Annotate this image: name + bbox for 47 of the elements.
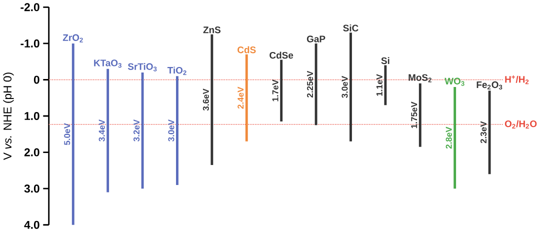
bar — [384, 65, 387, 106]
bar — [210, 34, 214, 165]
ref-line-label: H$^{+}$/H$_{2}$ — [505, 75, 529, 84]
x-tick-label: TiO$_{2}$ — [167, 66, 186, 75]
x-tick-label: CdS — [238, 46, 256, 54]
data-label: 3.2eV — [133, 119, 140, 142]
data-label: 1.1eV — [376, 74, 382, 96]
data-label: 2.25eV — [307, 70, 314, 98]
y-tick-label: -1.0 — [20, 39, 40, 48]
bar — [350, 32, 352, 142]
data-label: 2.4eV — [238, 86, 244, 109]
x-tick-label: CdSe — [270, 52, 294, 59]
bar — [280, 60, 283, 122]
bar — [106, 68, 110, 192]
bar — [418, 83, 422, 147]
y-tick-label: 4.0 — [24, 220, 40, 229]
ref-line-label: O$_{2}$/H$_{2}$O — [504, 120, 537, 128]
x-tick-label: ZrO$_{2}$ — [62, 34, 83, 42]
y-tick-label: 2.0 — [24, 148, 40, 156]
data-label: 3.4eV — [98, 119, 105, 142]
data-label: 2.8eV — [446, 126, 452, 149]
y-tick-label: 0 — [34, 76, 40, 84]
data-label: 2.3eV — [480, 121, 487, 144]
y-axis-title: V vs. NHE (pH 0) — [3, 72, 14, 160]
data-label: 3.0eV — [168, 119, 174, 142]
data-label: 3.6eV — [202, 88, 209, 111]
data-label: 1.75eV — [411, 102, 418, 128]
x-tick-label: Si — [381, 57, 390, 64]
data-label: 3.0eV — [342, 76, 348, 98]
x-tick-label: SiC — [343, 24, 358, 32]
data-label: 1.7eV — [272, 80, 278, 102]
bar — [245, 54, 248, 142]
bar — [488, 90, 491, 174]
x-tick-label: MoS$_{2}$ — [408, 74, 432, 82]
x-tick-label: WO$_{3}$ — [444, 78, 464, 86]
x-tick-label: GaP — [306, 36, 326, 42]
x-tick-label: SrTiO$_{3}$ — [128, 62, 157, 72]
y-tick-label: -2.0 — [20, 3, 40, 12]
bar — [454, 86, 456, 189]
data-label: 5.0eV — [64, 123, 70, 146]
x-tick-label: KTaO$_{3}$ — [94, 60, 122, 68]
bar — [176, 76, 178, 185]
x-tick-label: Fe$_{2}$O$_{3}$ — [476, 81, 502, 90]
bar — [72, 43, 74, 225]
x-tick-label: ZnS — [203, 26, 221, 34]
y-tick-label: 1.0 — [24, 112, 40, 120]
y-tick-label: 3.0 — [24, 184, 40, 193]
